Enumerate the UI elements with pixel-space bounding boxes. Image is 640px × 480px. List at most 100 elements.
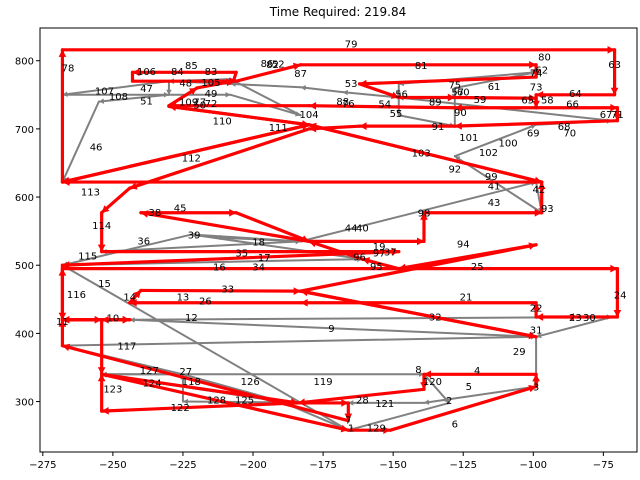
node-label: 7	[345, 415, 351, 426]
node-label: 17	[258, 253, 271, 264]
node-label: 47	[140, 84, 153, 95]
node-label: 128	[207, 396, 226, 407]
node-label: 104	[300, 110, 319, 121]
node-label: 113	[81, 188, 100, 199]
gray-route-arrowhead	[342, 89, 348, 96]
node-label: 117	[117, 342, 136, 353]
red-route-arrowhead	[101, 205, 110, 213]
node-label: 93	[541, 204, 554, 215]
red-route-arrowhead	[132, 68, 140, 77]
red-route-arrowhead	[383, 426, 391, 435]
node-label: 48	[179, 79, 192, 90]
node-label: 79	[345, 40, 358, 51]
red-route-arrowhead	[309, 124, 317, 133]
node-label: 91	[432, 122, 445, 133]
node-label: 126	[241, 377, 260, 388]
red-route-arrowhead	[58, 319, 67, 327]
red-route-segment	[307, 124, 362, 131]
node-label: 10	[107, 314, 120, 325]
red-route-arrowhead	[529, 60, 537, 69]
gray-route-segment	[229, 78, 302, 117]
node-label: 34	[252, 263, 265, 274]
node-label: 4	[474, 366, 480, 377]
red-route-arrowhead	[359, 122, 367, 131]
red-route-arrowhead	[537, 182, 546, 190]
gray-route-segment	[453, 123, 538, 158]
node-label: 102	[479, 148, 498, 159]
node-label: 60	[457, 87, 470, 98]
gray-route-arrowhead	[418, 371, 424, 378]
y-tick-label: 500	[15, 261, 34, 272]
red-route-segment	[453, 119, 619, 128]
node-label: 110	[213, 117, 232, 128]
red-route-arrowhead	[344, 413, 353, 421]
node-label: 24	[614, 291, 627, 302]
node-label: 2	[446, 396, 452, 407]
node-label: 119	[314, 377, 333, 388]
node-label: 35	[235, 248, 248, 259]
red-route-arrowhead	[290, 398, 298, 406]
x-tick-label: −225	[169, 460, 196, 471]
red-route-arrowhead	[447, 93, 455, 102]
node-label: 75	[448, 81, 461, 92]
red-route-arrowhead	[340, 424, 349, 433]
gray-route-segment	[422, 385, 538, 404]
node-label: 33	[221, 284, 234, 295]
red-route-arrowhead	[300, 298, 308, 307]
node-label: 99	[485, 172, 498, 183]
red-route-arrowhead	[528, 384, 537, 393]
node-label: 121	[375, 399, 394, 410]
red-route-arrowhead	[416, 237, 424, 246]
red-route-segment	[307, 123, 544, 184]
gray-route-arrowhead	[423, 399, 430, 405]
node-label: 1	[348, 423, 354, 434]
gray-route-segment	[61, 80, 170, 96]
x-tick-label: −75	[593, 460, 614, 471]
node-label: 73	[530, 83, 543, 94]
red-route-arrowhead	[341, 399, 349, 407]
node-label: 30	[583, 313, 596, 324]
node-label: 58	[541, 96, 554, 107]
node-label: 21	[460, 293, 473, 304]
node-label: 89	[429, 98, 442, 109]
red-route-arrowhead	[129, 298, 137, 307]
node-label: 95	[370, 262, 383, 273]
node-label: 98	[418, 209, 431, 220]
red-route-segment	[357, 75, 538, 86]
node-label: 67	[600, 110, 613, 121]
node-label: 40	[356, 224, 369, 235]
node-label: 49	[205, 89, 218, 100]
node-label: 85	[185, 61, 198, 72]
node-label: 90	[454, 108, 467, 119]
red-route-arrowhead	[362, 257, 371, 265]
red-route-segment	[139, 288, 303, 293]
node-label: 62	[535, 66, 548, 77]
node-label: 54	[378, 100, 391, 111]
red-route-segment	[128, 127, 311, 190]
node-label: 55	[390, 109, 403, 120]
gray-route-arrowhead	[98, 98, 105, 104]
red-route-arrowhead	[97, 374, 106, 382]
node-label: 103	[412, 149, 431, 160]
node-label: 107	[95, 87, 114, 98]
red-route-segment	[453, 95, 538, 100]
gray-route-arrowhead	[530, 124, 537, 130]
node-label: 43	[488, 198, 501, 209]
gray-route-segment	[97, 93, 170, 103]
y-tick-label: 400	[15, 329, 34, 340]
node-label: 108	[109, 92, 128, 103]
node-label: 25	[471, 262, 484, 273]
node-label: 105	[201, 78, 220, 89]
node-label: 80	[538, 53, 551, 64]
node-label: 86	[261, 59, 274, 70]
red-route-arrowhead	[610, 264, 618, 273]
node-label: 109	[179, 98, 198, 109]
node-label: 32	[429, 312, 442, 323]
axes: −275 −250 −225 −200 −175 −150 −125 −100 −75 300 40…	[15, 57, 614, 471]
node-label: 78	[62, 64, 75, 75]
red-route-segment	[139, 211, 311, 243]
red-route-segment	[60, 249, 401, 267]
